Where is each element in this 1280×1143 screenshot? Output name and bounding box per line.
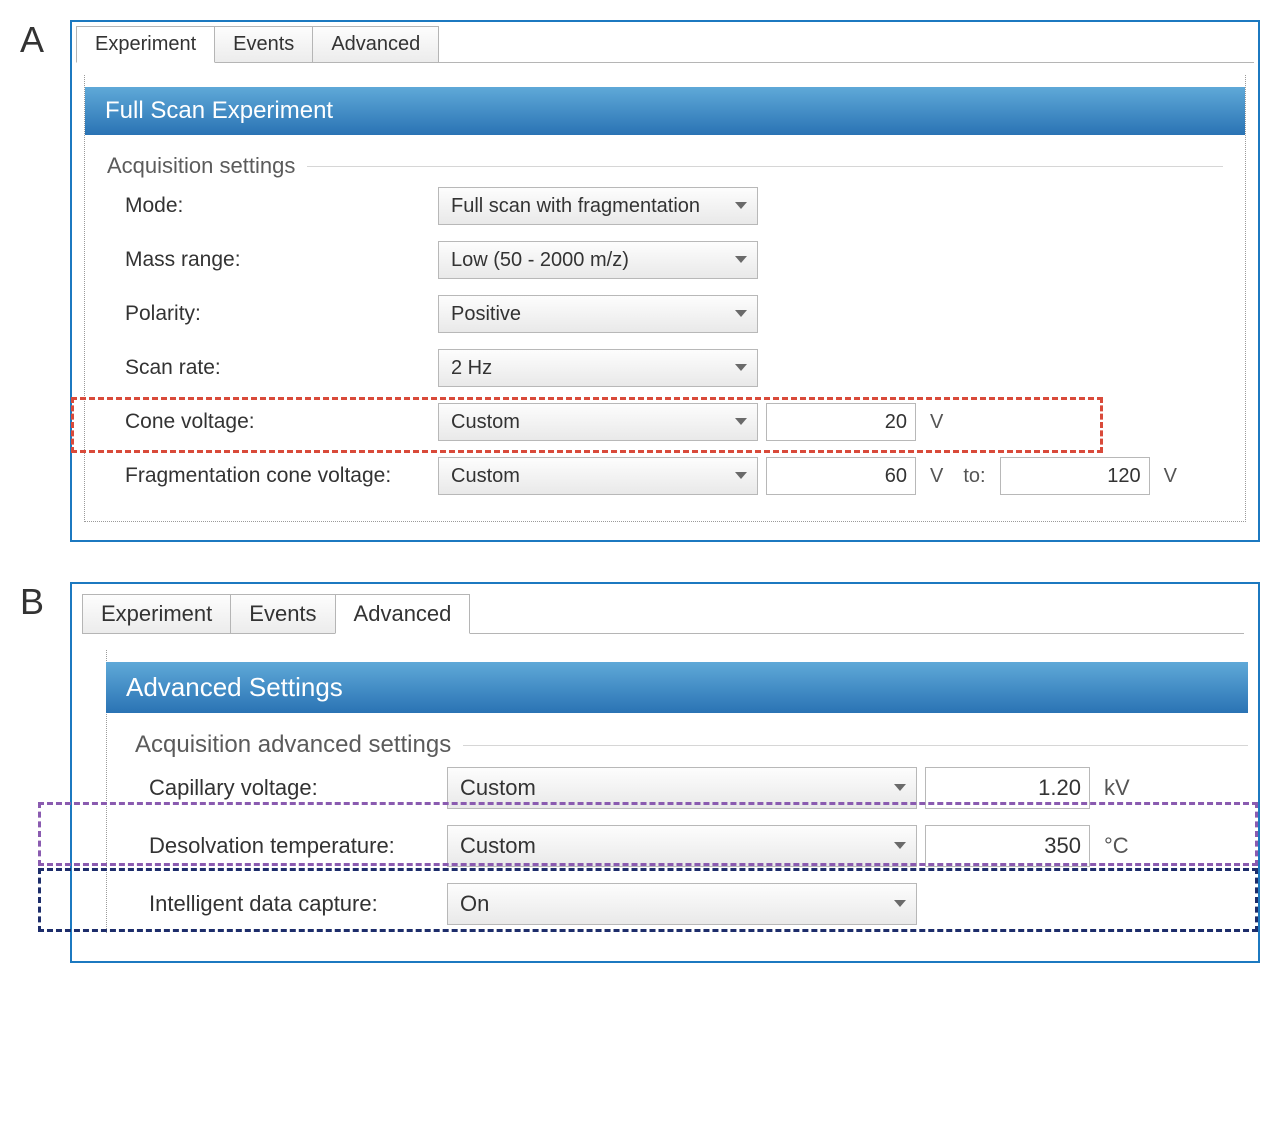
input-frag-cv-to[interactable] bbox=[1000, 457, 1150, 495]
fieldset-legend: Acquisition advanced settings bbox=[135, 731, 1248, 759]
to-label: to: bbox=[957, 465, 991, 488]
select-mode[interactable]: Full scan with fragmentation bbox=[438, 187, 758, 225]
tab-bar: Experiment Events Advanced bbox=[72, 22, 1258, 63]
tab-advanced[interactable]: Advanced bbox=[335, 594, 471, 634]
chevron-down-icon bbox=[894, 782, 906, 794]
row-capillary-voltage: Capillary voltage: Custom kV bbox=[149, 759, 1240, 817]
chevron-down-icon bbox=[735, 308, 747, 320]
tab-events[interactable]: Events bbox=[214, 26, 313, 63]
select-capillary[interactable]: Custom bbox=[447, 767, 917, 809]
unit-frag-cv-2: V bbox=[1158, 465, 1183, 488]
fieldset-legend: Acquisition settings bbox=[107, 153, 1223, 179]
input-capillary[interactable] bbox=[925, 767, 1090, 809]
chevron-down-icon bbox=[894, 898, 906, 910]
section-header: Full Scan Experiment bbox=[85, 87, 1245, 135]
tab-experiment[interactable]: Experiment bbox=[76, 26, 215, 63]
select-cone-voltage[interactable]: Custom bbox=[438, 403, 758, 441]
label-idc: Intelligent data capture: bbox=[149, 891, 439, 917]
label-mode: Mode: bbox=[125, 194, 430, 218]
label-desolv: Desolvation temperature: bbox=[149, 833, 439, 859]
label-polarity: Polarity: bbox=[125, 302, 430, 326]
chevron-down-icon bbox=[735, 362, 747, 374]
select-idc[interactable]: On bbox=[447, 883, 917, 925]
select-desolv[interactable]: Custom bbox=[447, 825, 917, 867]
input-desolv[interactable] bbox=[925, 825, 1090, 867]
chevron-down-icon bbox=[735, 470, 747, 482]
input-cone-voltage[interactable] bbox=[766, 403, 916, 441]
row-mode: Mode: Full scan with fragmentation bbox=[125, 179, 1215, 233]
panel-a: Experiment Events Advanced Full Scan Exp… bbox=[70, 20, 1260, 542]
select-polarity[interactable]: Positive bbox=[438, 295, 758, 333]
figure-label-a: A bbox=[20, 20, 70, 58]
row-intelligent-data-capture: Intelligent data capture: On bbox=[149, 875, 1240, 933]
label-mass-range: Mass range: bbox=[125, 248, 430, 272]
select-frag-cv[interactable]: Custom bbox=[438, 457, 758, 495]
chevron-down-icon bbox=[735, 416, 747, 428]
row-desolvation-temp: Desolvation temperature: Custom °C bbox=[149, 817, 1240, 875]
chevron-down-icon bbox=[735, 200, 747, 212]
select-mass-range[interactable]: Low (50 - 2000 m/z) bbox=[438, 241, 758, 279]
figure-label-b: B bbox=[20, 582, 70, 620]
row-scan-rate: Scan rate: 2 Hz bbox=[125, 341, 1215, 395]
label-cone-voltage: Cone voltage: bbox=[125, 410, 430, 434]
panel-b: Experiment Events Advanced Advanced Sett… bbox=[70, 582, 1260, 963]
unit-capillary: kV bbox=[1098, 775, 1136, 801]
unit-desolv: °C bbox=[1098, 833, 1135, 859]
input-frag-cv-from[interactable] bbox=[766, 457, 916, 495]
label-scan-rate: Scan rate: bbox=[125, 356, 430, 380]
unit-frag-cv-1: V bbox=[924, 465, 949, 488]
label-frag-cv: Fragmentation cone voltage: bbox=[125, 464, 430, 488]
row-cone-voltage: Cone voltage: Custom V bbox=[125, 395, 1215, 449]
row-mass-range: Mass range: Low (50 - 2000 m/z) bbox=[125, 233, 1215, 287]
chevron-down-icon bbox=[894, 840, 906, 852]
chevron-down-icon bbox=[735, 254, 747, 266]
tab-advanced[interactable]: Advanced bbox=[312, 26, 439, 63]
row-frag-cone-voltage: Fragmentation cone voltage: Custom V to:… bbox=[125, 449, 1215, 503]
row-polarity: Polarity: Positive bbox=[125, 287, 1215, 341]
figure-a: A Experiment Events Advanced Full Scan E… bbox=[20, 20, 1260, 542]
tab-events[interactable]: Events bbox=[230, 594, 335, 634]
select-scan-rate[interactable]: 2 Hz bbox=[438, 349, 758, 387]
label-capillary: Capillary voltage: bbox=[149, 775, 439, 801]
unit-cone-voltage: V bbox=[924, 411, 949, 434]
figure-b: B Experiment Events Advanced Advanced Se… bbox=[20, 582, 1260, 963]
section-header: Advanced Settings bbox=[106, 662, 1248, 713]
tab-experiment[interactable]: Experiment bbox=[82, 594, 231, 634]
tab-bar: Experiment Events Advanced bbox=[82, 594, 1248, 634]
